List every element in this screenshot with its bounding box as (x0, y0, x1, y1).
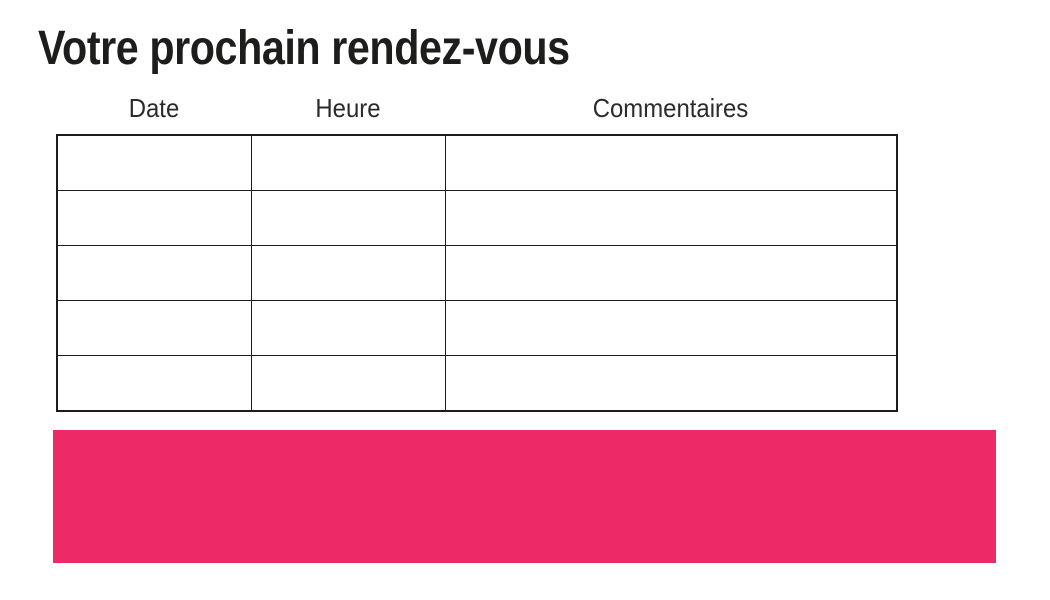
table-cell (56, 300, 252, 356)
table-cell (444, 190, 898, 246)
table-cell (444, 245, 898, 301)
table-cell (250, 300, 446, 356)
table-row (56, 300, 898, 356)
table-cell (444, 355, 898, 412)
column-header-heure: Heure (315, 93, 381, 123)
column-header-date: Date (128, 93, 180, 123)
appointments-table-body (56, 134, 898, 412)
table-cell (250, 355, 446, 412)
table-row (56, 190, 898, 246)
table-cell (250, 134, 446, 191)
table-cell (444, 134, 898, 191)
pink-banner (53, 430, 996, 563)
table-cell (56, 134, 252, 191)
table-cell (444, 300, 898, 356)
table-row (56, 134, 898, 191)
table-cell (250, 245, 446, 301)
table-column-headers: Date Heure Commentaires (57, 93, 896, 123)
appointments-table (56, 134, 898, 412)
table-cell (56, 355, 252, 412)
table-cell (56, 190, 252, 246)
table-row (56, 245, 898, 301)
page-title: Votre prochain rendez-vous (38, 22, 570, 75)
column-header-commentaires: Commentaires (592, 93, 749, 123)
table-cell (56, 245, 252, 301)
table-cell (250, 190, 446, 246)
table-row (56, 355, 898, 412)
